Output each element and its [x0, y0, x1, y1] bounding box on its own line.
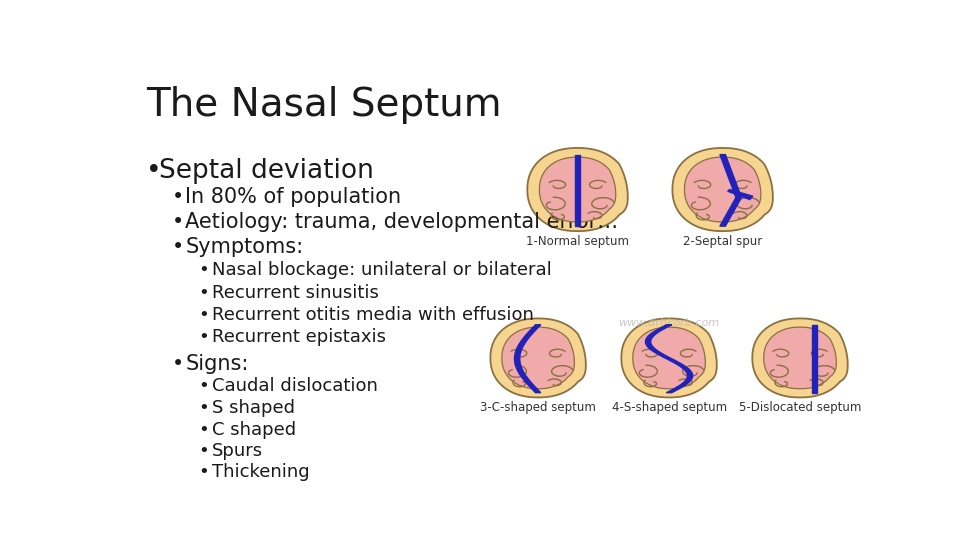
Text: S shaped: S shaped	[211, 399, 295, 417]
Text: •: •	[198, 442, 209, 460]
Text: •: •	[146, 158, 161, 184]
Polygon shape	[527, 148, 628, 231]
Text: •: •	[198, 421, 209, 438]
Text: •: •	[198, 306, 209, 324]
Text: •: •	[172, 212, 184, 232]
Polygon shape	[645, 325, 693, 393]
Text: Nasal blockage: unilateral or bilateral: Nasal blockage: unilateral or bilateral	[211, 261, 551, 279]
Text: •: •	[198, 377, 209, 395]
Bar	[812, 325, 817, 393]
Text: In 80% of population: In 80% of population	[185, 187, 401, 207]
Text: 4-S-shaped septum: 4-S-shaped septum	[612, 401, 727, 414]
Text: •: •	[198, 284, 209, 301]
Text: 2-Septal spur: 2-Septal spur	[683, 235, 762, 248]
Polygon shape	[540, 157, 615, 222]
Text: Recurrent epistaxis: Recurrent epistaxis	[211, 328, 386, 347]
Text: Symptoms:: Symptoms:	[185, 238, 303, 258]
Text: Signs:: Signs:	[185, 354, 249, 374]
Polygon shape	[764, 327, 836, 389]
Polygon shape	[633, 327, 706, 389]
Polygon shape	[491, 319, 586, 397]
Polygon shape	[684, 157, 761, 222]
Text: C shaped: C shaped	[211, 421, 296, 438]
Polygon shape	[672, 148, 773, 231]
Text: •: •	[198, 328, 209, 347]
Polygon shape	[621, 319, 717, 397]
Text: Recurrent sinusitis: Recurrent sinusitis	[211, 284, 378, 301]
Text: 1-Normal septum: 1-Normal septum	[526, 235, 629, 248]
Text: Thickening: Thickening	[211, 463, 309, 481]
Text: 5-Dislocated septum: 5-Dislocated septum	[739, 401, 861, 414]
Text: 3-C-shaped septum: 3-C-shaped septum	[480, 401, 596, 414]
Polygon shape	[502, 327, 574, 389]
Text: •: •	[172, 187, 184, 207]
Text: •: •	[172, 354, 184, 374]
Text: •: •	[198, 463, 209, 481]
Bar	[575, 154, 581, 226]
Text: Septal deviation: Septal deviation	[159, 158, 374, 184]
Text: •: •	[172, 238, 184, 258]
Text: www.drhkorb.com: www.drhkorb.com	[618, 318, 720, 328]
Text: Spurs: Spurs	[211, 442, 263, 460]
Text: The Nasal Septum: The Nasal Septum	[146, 85, 501, 124]
Text: •: •	[198, 399, 209, 417]
Text: Caudal dislocation: Caudal dislocation	[211, 377, 377, 395]
Polygon shape	[515, 325, 540, 393]
Text: Recurrent otitis media with effusion: Recurrent otitis media with effusion	[211, 306, 534, 324]
Polygon shape	[753, 319, 848, 397]
Text: •: •	[198, 261, 209, 279]
Polygon shape	[720, 154, 741, 226]
Text: Aetiology: trauma, developmental error…: Aetiology: trauma, developmental error…	[185, 212, 618, 232]
Polygon shape	[728, 190, 753, 199]
